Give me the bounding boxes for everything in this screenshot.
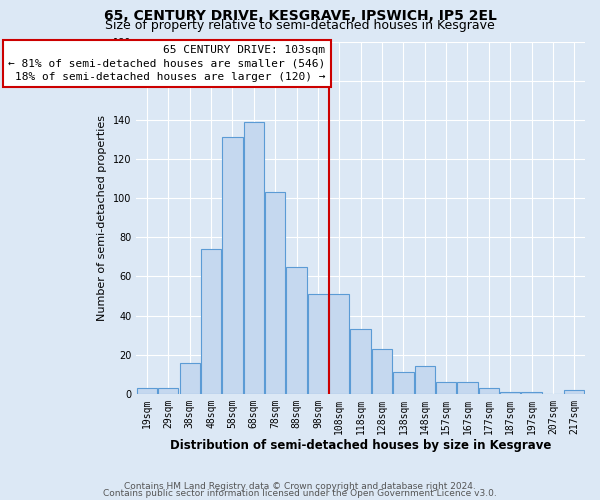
Bar (201, 249, 221, 394)
Bar (179, 362, 200, 394)
Bar (457, 382, 478, 394)
Bar (521, 392, 542, 394)
Bar (137, 388, 157, 394)
Y-axis label: Number of semi-detached properties: Number of semi-detached properties (97, 114, 107, 320)
Bar (393, 372, 413, 394)
Bar (350, 329, 371, 394)
Text: 65 CENTURY DRIVE: 103sqm
← 81% of semi-detached houses are smaller (546)
18% of : 65 CENTURY DRIVE: 103sqm ← 81% of semi-d… (8, 46, 325, 82)
Bar (564, 390, 584, 394)
Bar (222, 138, 242, 394)
X-axis label: Distribution of semi-detached houses by size in Kesgrave: Distribution of semi-detached houses by … (170, 440, 551, 452)
Bar (479, 388, 499, 394)
Bar (265, 192, 286, 394)
Bar (436, 382, 456, 394)
Text: Size of property relative to semi-detached houses in Kesgrave: Size of property relative to semi-detach… (105, 19, 495, 32)
Bar (244, 122, 264, 394)
Text: 65, CENTURY DRIVE, KESGRAVE, IPSWICH, IP5 2EL: 65, CENTURY DRIVE, KESGRAVE, IPSWICH, IP… (104, 9, 496, 23)
Bar (308, 294, 328, 394)
Bar (329, 294, 349, 394)
Bar (158, 388, 178, 394)
Bar (415, 366, 435, 394)
Bar (286, 266, 307, 394)
Bar (500, 392, 520, 394)
Bar (372, 349, 392, 394)
Text: Contains HM Land Registry data © Crown copyright and database right 2024.: Contains HM Land Registry data © Crown c… (124, 482, 476, 491)
Text: Contains public sector information licensed under the Open Government Licence v3: Contains public sector information licen… (103, 489, 497, 498)
